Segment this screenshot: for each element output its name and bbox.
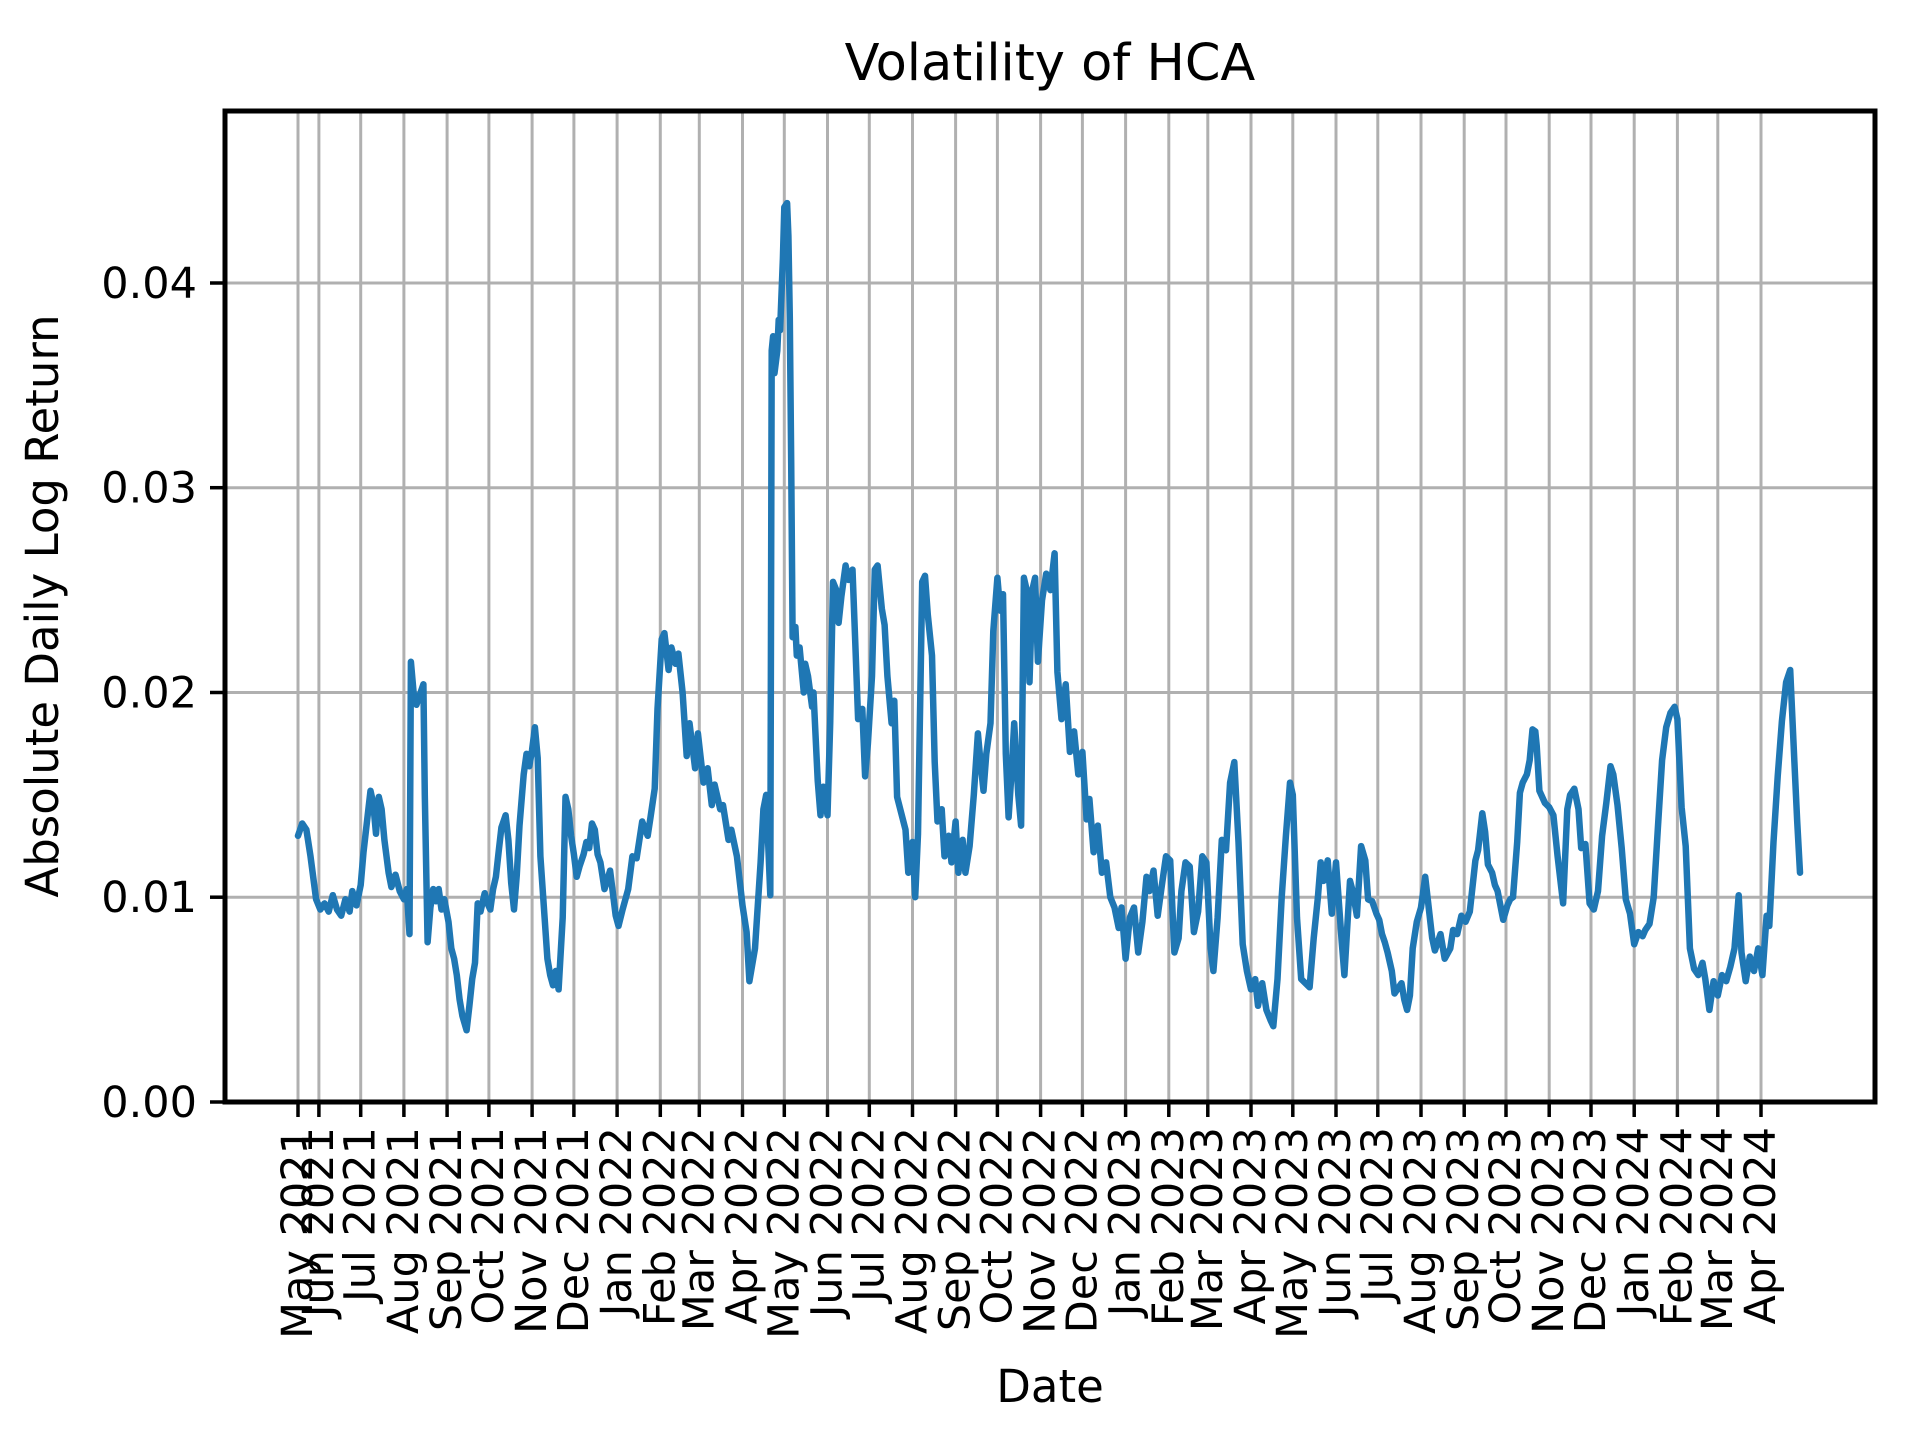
x-tick-label: Mar 2023	[1183, 1127, 1233, 1331]
y-axis-label: Absolute Daily Log Return	[16, 314, 69, 897]
x-tick-label: Jul 2023	[1353, 1127, 1403, 1305]
x-tick-label: Jun 2023	[1311, 1127, 1361, 1320]
volatility-series-line	[294, 199, 1804, 1034]
x-tick-label: Apr 2023	[1226, 1127, 1276, 1325]
x-tick-label: Aug 2022	[888, 1127, 938, 1334]
x-tick-label: Feb 2022	[635, 1127, 685, 1326]
x-tick-label: Jul 2021	[336, 1127, 386, 1305]
y-tick-label: 0.01	[101, 873, 197, 923]
x-tick-label: Apr 2022	[718, 1127, 768, 1325]
x-tick-label: Dec 2023	[1566, 1127, 1616, 1333]
x-tick-label: Sep 2021	[422, 1127, 472, 1331]
x-tick-label: Aug 2023	[1396, 1127, 1446, 1334]
x-tick-label: Aug 2021	[379, 1127, 429, 1334]
y-tick-label: 0.00	[101, 1078, 197, 1128]
x-tick-label: May 2021	[273, 1127, 323, 1339]
y-tick-label: 0.04	[101, 259, 197, 309]
chart-title: Volatility of HCA	[845, 34, 1256, 93]
series-layer	[294, 199, 1804, 1034]
x-tick-label: Apr 2024	[1736, 1127, 1786, 1325]
x-tick-label: Jan 2024	[1609, 1127, 1659, 1319]
x-tick-label: Jan 2022	[592, 1127, 642, 1319]
x-tick-label: May 2023	[1268, 1127, 1318, 1339]
x-tick-label: Mar 2022	[674, 1127, 724, 1331]
x-tick-label: Jun 2021	[294, 1127, 344, 1320]
x-tick-label: Oct 2023	[1481, 1127, 1531, 1324]
x-tick-label: Feb 2024	[1652, 1127, 1702, 1326]
x-tick-label: Feb 2023	[1144, 1127, 1194, 1326]
x-tick-label: Mar 2024	[1693, 1127, 1743, 1331]
x-tick-label: Jul 2022	[844, 1127, 894, 1305]
x-tick-label: Dec 2021	[549, 1127, 599, 1333]
x-tick-label: Nov 2023	[1524, 1127, 1574, 1334]
x-tick-label: Jan 2023	[1101, 1127, 1151, 1319]
x-tick-label: Sep 2022	[931, 1127, 981, 1331]
x-axis-label: Date	[996, 1360, 1104, 1413]
x-tick-label: Nov 2022	[1016, 1127, 1066, 1334]
plot-frame	[222, 108, 1878, 1105]
x-tick-label: May 2022	[759, 1127, 809, 1339]
x-tick-label: Oct 2021	[464, 1127, 514, 1324]
gridlines	[225, 111, 1875, 1104]
axis-ticks	[210, 281, 1763, 1117]
x-tick-label: Jun 2022	[803, 1127, 853, 1320]
x-tick-label: Oct 2022	[972, 1127, 1022, 1324]
x-tick-label: Nov 2021	[507, 1127, 557, 1334]
y-tick-label: 0.03	[101, 464, 197, 514]
x-tick-label: Dec 2022	[1057, 1127, 1107, 1333]
x-tick-label: Sep 2023	[1439, 1127, 1489, 1331]
y-tick-label: 0.02	[101, 668, 197, 718]
